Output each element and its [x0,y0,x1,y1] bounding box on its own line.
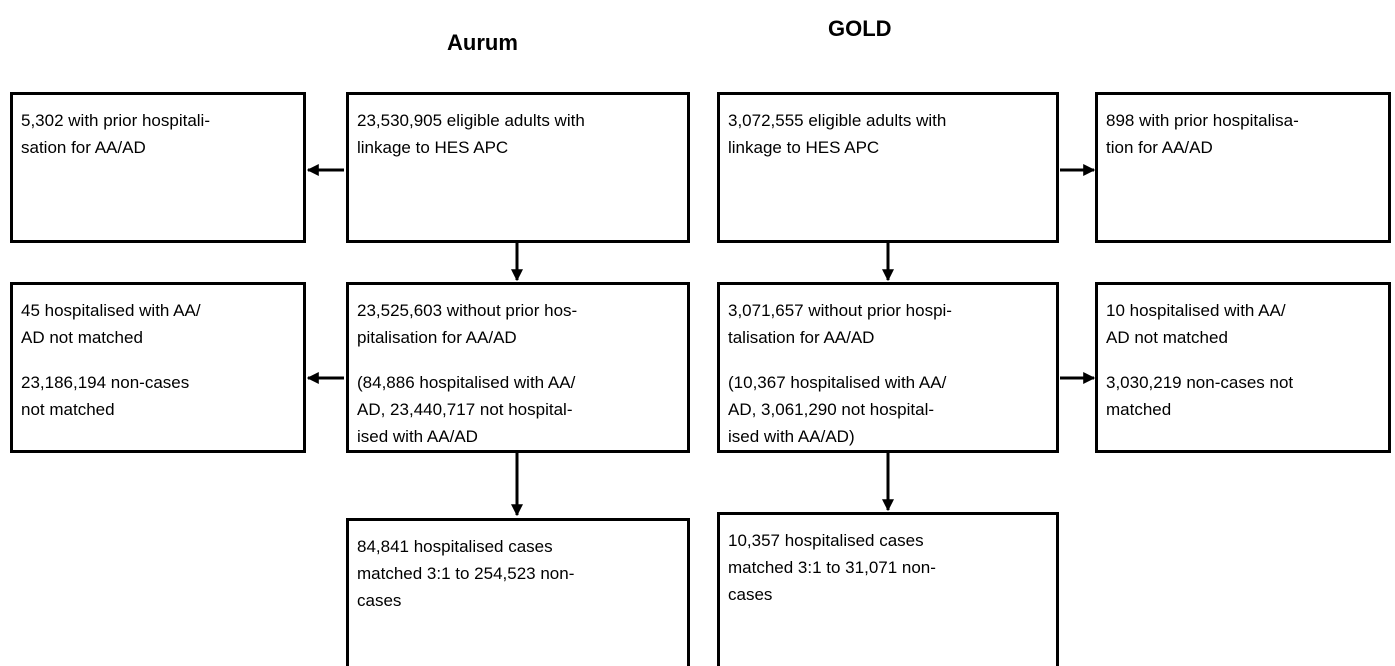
paragraph: (10,367 hospitalised with AA/AD, 3,061,2… [728,369,1048,450]
text-line: 10 hospitalised with AA/ [1106,301,1286,320]
box: 3,071,657 without prior hospi-talisation… [717,282,1059,453]
text-line: tion for AA/AD [1106,138,1213,157]
text-line: 23,525,603 without prior hos- [357,301,578,320]
text-line: not matched [21,400,115,419]
text-line: matched 3:1 to 254,523 non- [357,564,575,583]
paragraph: 45 hospitalised with AA/AD not matched [21,297,295,351]
box: 10,357 hospitalised cases matched 3:1 to … [717,512,1059,666]
text-line: AD not matched [1106,328,1228,347]
paragraph: (84,886 hospitalised with AA/AD, 23,440,… [357,369,679,450]
box: 898 with prior hospitalisa-tion for AA/A… [1095,92,1391,243]
paragraph: 23,530,905 eligible adults with linkage t… [357,107,679,161]
box: 45 hospitalised with AA/AD not matched 23… [10,282,306,453]
paragraph: 3,030,219 non-cases not matched [1106,369,1380,423]
text-line: talisation for AA/AD [728,328,875,347]
paragraph: 23,525,603 without prior hos-pitalisatio… [357,297,679,351]
paragraph: 23,186,194 non-cases not matched [21,369,295,423]
text-line: (84,886 hospitalised with AA/ [357,373,576,392]
paragraph: 3,071,657 without prior hospi-talisation… [728,297,1048,351]
text-line: 898 with prior hospitalisa- [1106,111,1299,130]
text-line: 3,071,657 without prior hospi- [728,301,952,320]
text-line: 3,072,555 eligible adults with [728,111,947,130]
text-line: matched 3:1 to 31,071 non- [728,558,936,577]
paragraph: 10,357 hospitalised cases matched 3:1 to … [728,527,1048,608]
paragraph: 10 hospitalised with AA/AD not matched [1106,297,1380,351]
paragraph: 5,302 with prior hospitali-sation for AA… [21,107,295,161]
box: 23,525,603 without prior hos-pitalisatio… [346,282,690,453]
paragraph: 3,072,555 eligible adults with linkage to… [728,107,1048,161]
text-line: 3,030,219 non-cases not [1106,373,1294,392]
text-line: cases [728,585,773,604]
text-line: 84,841 hospitalised cases [357,537,553,556]
text-line: 5,302 with prior hospitali- [21,111,210,130]
box: 23,530,905 eligible adults with linkage t… [346,92,690,243]
text-line: AD, 23,440,717 not hospital- [357,400,573,419]
text-line: matched [1106,400,1172,419]
paragraph: 84,841 hospitalised cases matched 3:1 to … [357,533,679,614]
text-line: pitalisation for AA/AD [357,328,517,347]
text-line: 23,530,905 eligible adults with [357,111,585,130]
text-line: 10,357 hospitalised cases [728,531,924,550]
box: 10 hospitalised with AA/AD not matched 3,… [1095,282,1391,453]
text-line: cases [357,591,402,610]
text-line: 45 hospitalised with AA/ [21,301,201,320]
text-line: linkage to HES APC [357,138,509,157]
text-line: 23,186,194 non-cases [21,373,190,392]
text-line: linkage to HES APC [728,138,880,157]
box: 3,072,555 eligible adults with linkage to… [717,92,1059,243]
box: 5,302 with prior hospitali-sation for AA… [10,92,306,243]
text-line: ised with AA/AD [357,427,478,446]
text-line: AD, 3,061,290 not hospital- [728,400,935,419]
text-line: (10,367 hospitalised with AA/ [728,373,947,392]
aurum-title: Aurum [447,30,518,55]
box: 84,841 hospitalised cases matched 3:1 to … [346,518,690,666]
text-line: sation for AA/AD [21,138,146,157]
text-line: AD not matched [21,328,143,347]
gold-title: GOLD [828,16,892,41]
paragraph: 898 with prior hospitalisa-tion for AA/A… [1106,107,1380,161]
text-line: ised with AA/AD) [728,427,855,446]
